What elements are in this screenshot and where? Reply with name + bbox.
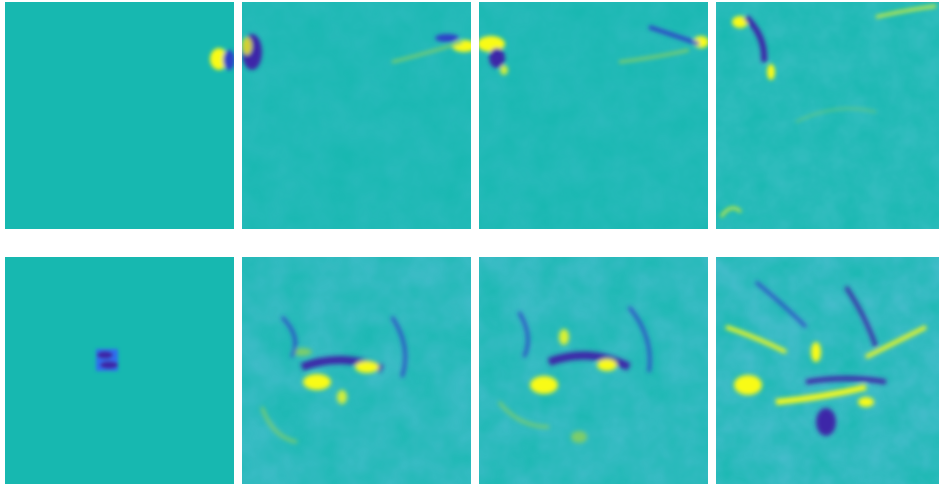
panel-row1-col3 [479,2,708,229]
field-image [479,257,708,484]
field-image [716,2,939,229]
field-image [5,2,234,229]
panel-row2-col3 [479,257,708,484]
panel-row1-col4 [716,2,939,229]
field-image [242,2,471,229]
field-image [716,257,939,484]
field-image [242,257,471,484]
panel-row2-col4 [716,257,939,484]
field-image [479,2,708,229]
panel-row1-col2 [242,2,471,229]
panel-row2-col2 [242,257,471,484]
panel-row2-col1 [5,257,234,484]
panel-row1-col1 [5,2,234,229]
field-image [5,257,234,484]
